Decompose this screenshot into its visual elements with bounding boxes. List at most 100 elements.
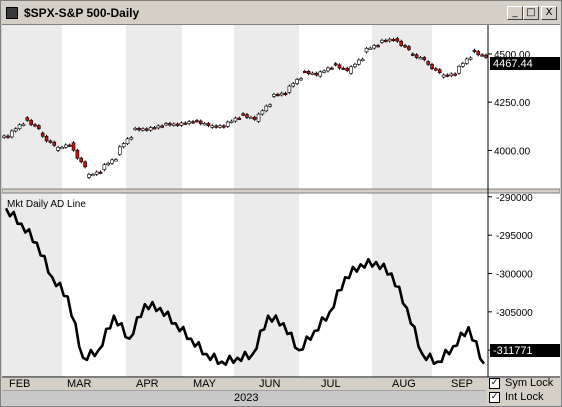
- panel-separator[interactable]: [1, 188, 561, 194]
- price-candle: [175, 123, 180, 126]
- price-candle: [245, 114, 249, 118]
- month-bands: [2, 25, 432, 377]
- price-candle: [13, 128, 18, 132]
- price-candle: [210, 125, 215, 128]
- price-candle: [422, 57, 427, 60]
- chart-window-icon: [6, 7, 18, 19]
- price-candle: [25, 117, 30, 121]
- price-candle: [10, 130, 14, 138]
- price-candle: [333, 63, 338, 66]
- price-candle: [164, 123, 168, 126]
- price-candle: [264, 105, 269, 112]
- price-candle: [283, 92, 288, 96]
- price-candle: [21, 123, 26, 126]
- price-candle: [453, 73, 457, 76]
- price-candle: [2, 135, 6, 138]
- price-candle: [314, 72, 319, 76]
- maximize-button[interactable]: □: [523, 6, 539, 20]
- price-candle: [480, 54, 484, 57]
- price-candle: [37, 125, 41, 129]
- price-candle: [380, 39, 384, 43]
- price-candle: [434, 68, 438, 71]
- price-candle: [237, 117, 242, 120]
- month-label: JUL: [321, 378, 341, 390]
- chart-area[interactable]: Mkt Daily AD Line 4500.00 4250.00 4000.00 -…: [0, 24, 561, 378]
- price-candle: [79, 157, 84, 163]
- price-candle: [387, 38, 392, 42]
- price-candle: [399, 40, 403, 46]
- price-candle: [29, 120, 33, 125]
- price-candle: [233, 117, 238, 122]
- ad-tick-label: -295000: [496, 231, 533, 242]
- current-ad-box: [490, 344, 560, 357]
- price-candle: [287, 85, 292, 93]
- price-candle: [33, 124, 37, 127]
- price-candle: [52, 141, 57, 146]
- price-candle: [171, 123, 176, 126]
- price-candle: [67, 144, 72, 147]
- price-candle: [449, 73, 454, 76]
- price-candle: [144, 128, 149, 131]
- close-button[interactable]: X: [541, 6, 557, 20]
- price-candle: [148, 127, 153, 131]
- price-candle: [360, 58, 365, 61]
- ad-panel-label: Mkt Daily AD Line: [7, 199, 86, 210]
- sym-lock-check[interactable]: ✓: [489, 378, 500, 389]
- price-candle: [106, 162, 111, 166]
- price-candle: [372, 45, 377, 49]
- y-axis-ticks: 4500.00 4250.00 4000.00 -290000 -295000 -3000…: [488, 50, 533, 357]
- price-candle: [268, 104, 272, 107]
- price-candle: [326, 67, 330, 72]
- price-candle: [345, 67, 350, 71]
- price-candle: [364, 48, 369, 53]
- price-candle: [156, 125, 161, 129]
- current-price-value: 4467.44: [493, 58, 533, 70]
- price-candle: [249, 116, 253, 120]
- month-label: JUN: [259, 378, 281, 390]
- ad-tick-label: -300000: [496, 270, 533, 281]
- month-label: SEP: [451, 378, 474, 390]
- price-candle: [48, 140, 53, 143]
- price-candle: [91, 174, 95, 177]
- price-candle: [445, 74, 450, 77]
- price-candle: [222, 125, 226, 128]
- price-candle: [468, 57, 473, 60]
- price-candle: [202, 123, 207, 126]
- price-candle: [383, 39, 388, 43]
- price-candle: [441, 74, 446, 78]
- price-candle: [437, 69, 442, 73]
- month-band: [2, 25, 62, 377]
- price-candle: [279, 92, 284, 96]
- price-candle: [241, 113, 245, 116]
- ad-tick-label: -305000: [496, 308, 533, 319]
- price-tick-label: 4000.00: [494, 146, 531, 157]
- minimize-button[interactable]: _: [507, 6, 523, 20]
- price-candle: [291, 83, 296, 87]
- title-bar[interactable]: $SPX-S&P 500-Daily _ □ X: [2, 2, 560, 24]
- int-lock-check[interactable]: ✓: [489, 392, 500, 403]
- price-candle: [318, 71, 323, 77]
- price-candle: [330, 67, 334, 70]
- price-candle: [395, 38, 400, 42]
- price-candle: [341, 67, 346, 70]
- price-candle: [44, 135, 49, 142]
- int-lock-label: Int Lock: [505, 391, 544, 403]
- window-title: $SPX-S&P 500-Daily: [24, 6, 140, 20]
- price-candle: [60, 147, 64, 150]
- price-candle: [252, 116, 257, 120]
- price-candle: [94, 171, 99, 175]
- price-candle: [322, 70, 326, 73]
- price-candle: [117, 146, 122, 155]
- price-candle: [368, 47, 373, 50]
- price-candle: [125, 138, 130, 144]
- price-candle: [476, 51, 481, 56]
- price-candle: [391, 38, 396, 41]
- price-candle: [183, 122, 188, 125]
- chart-svg[interactable]: Mkt Daily AD Line 4500.00 4250.00 4000.00 -…: [0, 25, 561, 378]
- price-candle: [376, 45, 380, 48]
- price-candle: [6, 135, 10, 138]
- price-candle: [303, 71, 307, 74]
- price-candle: [141, 128, 145, 131]
- month-label: APR: [136, 378, 159, 390]
